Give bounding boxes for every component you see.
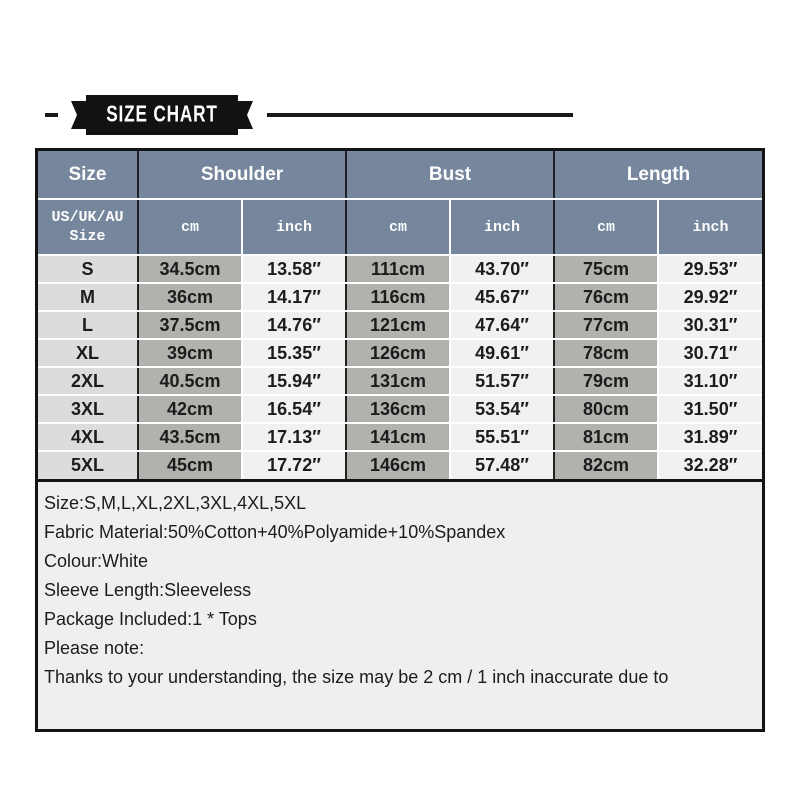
size-cell: 4XL — [38, 423, 139, 452]
shoulder-cm-cell: 39cm — [138, 339, 243, 368]
col-header-bust: Bust — [346, 151, 555, 200]
bust-cm-cell: 116cm — [346, 283, 451, 312]
table-row-2xl: 2XL 40.5cm 15.94″ 131cm 51.57″ 79cm 31.1… — [38, 367, 762, 396]
length-inch-cell: 31.89″ — [658, 423, 762, 452]
bust-cm-cell: 111cm — [346, 255, 451, 284]
bust-cm-cell: 146cm — [346, 451, 451, 479]
col-header-size: Size — [38, 151, 139, 200]
shoulder-inch-cell: 17.13″ — [242, 423, 347, 452]
size-chart-table-box: Size Shoulder Bust Length US/UK/AU Size … — [35, 148, 765, 482]
bust-cm-cell: 136cm — [346, 395, 451, 424]
subheader-bust-cm: cm — [346, 199, 451, 256]
length-inch-cell: 29.92″ — [658, 283, 762, 312]
col-header-length: Length — [554, 151, 762, 200]
length-cm-cell: 80cm — [554, 395, 659, 424]
banner-title: SIZE CHART — [106, 101, 218, 128]
size-cell: M — [38, 283, 139, 312]
bust-inch-cell: 49.61″ — [450, 339, 555, 368]
product-notes-box: Size:S,M,L,XL,2XL,3XL,4XL,5XL Fabric Mat… — [35, 482, 765, 732]
table-row-3xl: 3XL 42cm 16.54″ 136cm 53.54″ 80cm 31.50″ — [38, 395, 762, 424]
subheader-shoulder-cm: cm — [138, 199, 243, 256]
bust-inch-cell: 51.57″ — [450, 367, 555, 396]
shoulder-cm-cell: 45cm — [138, 451, 243, 479]
size-cell: 2XL — [38, 367, 139, 396]
shoulder-inch-cell: 17.72″ — [242, 451, 347, 479]
note-disclaimer: Thanks to your understanding, the size m… — [44, 667, 669, 687]
table-row-s: S 34.5cm 13.58″ 111cm 43.70″ 75cm 29.53″ — [38, 255, 762, 284]
note-package-included: Package Included:1 * Tops — [44, 609, 257, 629]
ribbon-right-tail-icon — [238, 101, 253, 129]
note-fabric-material: Fabric Material:50%Cotton+40%Polyamide+1… — [44, 522, 506, 542]
length-cm-cell: 79cm — [554, 367, 659, 396]
note-sizes: Size:S,M,L,XL,2XL,3XL,4XL,5XL — [44, 493, 307, 513]
length-inch-cell: 32.28″ — [658, 451, 762, 479]
length-inch-cell: 31.10″ — [658, 367, 762, 396]
subheader-bust-inch: inch — [450, 199, 555, 256]
size-chart-banner: SIZE CHART — [45, 95, 800, 135]
shoulder-inch-cell: 16.54″ — [242, 395, 347, 424]
size-cell: L — [38, 311, 139, 340]
banner-rule-line — [267, 113, 573, 117]
size-cell: 5XL — [38, 451, 139, 479]
group-header-row: Size Shoulder Bust Length — [38, 151, 762, 200]
bust-cm-cell: 121cm — [346, 311, 451, 340]
bust-inch-cell: 55.51″ — [450, 423, 555, 452]
length-inch-cell: 29.53″ — [658, 255, 762, 284]
subheader-length-inch: inch — [658, 199, 762, 256]
shoulder-cm-cell: 37.5cm — [138, 311, 243, 340]
note-please-note: Please note: — [44, 638, 145, 658]
table-row-m: M 36cm 14.17″ 116cm 45.67″ 76cm 29.92″ — [38, 283, 762, 312]
shoulder-inch-cell: 15.35″ — [242, 339, 347, 368]
bust-inch-cell: 57.48″ — [450, 451, 555, 479]
length-inch-cell: 30.71″ — [658, 339, 762, 368]
length-cm-cell: 78cm — [554, 339, 659, 368]
col-header-shoulder: Shoulder — [138, 151, 347, 200]
ribbon-left-tail-icon — [71, 101, 86, 129]
subheader-row: US/UK/AU Size cm inch cm inch cm inch — [38, 199, 762, 256]
subheader-length-cm: cm — [554, 199, 659, 256]
subheader-shoulder-inch: inch — [242, 199, 347, 256]
size-cell: 3XL — [38, 395, 139, 424]
shoulder-inch-cell: 14.17″ — [242, 283, 347, 312]
bust-inch-cell: 43.70″ — [450, 255, 555, 284]
shoulder-cm-cell: 40.5cm — [138, 367, 243, 396]
bust-inch-cell: 53.54″ — [450, 395, 555, 424]
size-chart-table: Size Shoulder Bust Length US/UK/AU Size … — [38, 151, 762, 479]
bust-inch-cell: 47.64″ — [450, 311, 555, 340]
shoulder-inch-cell: 14.76″ — [242, 311, 347, 340]
shoulder-inch-cell: 13.58″ — [242, 255, 347, 284]
length-cm-cell: 75cm — [554, 255, 659, 284]
length-inch-cell: 30.31″ — [658, 311, 762, 340]
table-row-5xl: 5XL 45cm 17.72″ 146cm 57.48″ 82cm 32.28″ — [38, 451, 762, 479]
table-row-xl: XL 39cm 15.35″ 126cm 49.61″ 78cm 30.71″ — [38, 339, 762, 368]
banner-left-dash — [45, 113, 58, 117]
shoulder-cm-cell: 42cm — [138, 395, 243, 424]
table-row-4xl: 4XL 43.5cm 17.13″ 141cm 55.51″ 81cm 31.8… — [38, 423, 762, 452]
ribbon-body: SIZE CHART — [86, 95, 238, 135]
bust-cm-cell: 131cm — [346, 367, 451, 396]
subheader-size-system: US/UK/AU Size — [38, 199, 139, 256]
shoulder-cm-cell: 36cm — [138, 283, 243, 312]
shoulder-inch-cell: 15.94″ — [242, 367, 347, 396]
note-colour: Colour:White — [44, 551, 149, 571]
length-cm-cell: 76cm — [554, 283, 659, 312]
length-cm-cell: 82cm — [554, 451, 659, 479]
shoulder-cm-cell: 34.5cm — [138, 255, 243, 284]
bust-inch-cell: 45.67″ — [450, 283, 555, 312]
size-cell: XL — [38, 339, 139, 368]
shoulder-cm-cell: 43.5cm — [138, 423, 243, 452]
bust-cm-cell: 126cm — [346, 339, 451, 368]
bust-cm-cell: 141cm — [346, 423, 451, 452]
size-cell: S — [38, 255, 139, 284]
length-cm-cell: 77cm — [554, 311, 659, 340]
table-row-l: L 37.5cm 14.76″ 121cm 47.64″ 77cm 30.31″ — [38, 311, 762, 340]
length-cm-cell: 81cm — [554, 423, 659, 452]
note-sleeve-length: Sleeve Length:Sleeveless — [44, 580, 252, 600]
length-inch-cell: 31.50″ — [658, 395, 762, 424]
